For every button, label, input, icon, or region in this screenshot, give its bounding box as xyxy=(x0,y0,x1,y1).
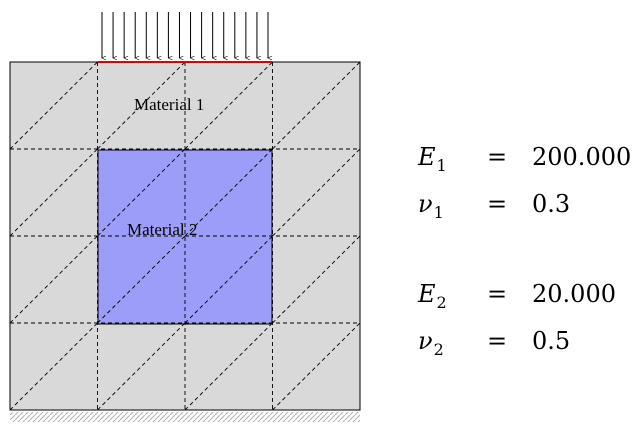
fixed-support-hatch xyxy=(10,412,360,422)
equals-sign: = xyxy=(486,189,508,218)
property-row-nu1: ν1 = 0.3 xyxy=(418,180,631,227)
value-e2: 20.000 xyxy=(532,279,616,308)
value-e1: 200.000 xyxy=(532,142,632,171)
property-row-nu2: ν2 = 0.5 xyxy=(418,317,631,364)
value-nu1: 0.3 xyxy=(532,189,571,218)
symbol-nu1: ν1 xyxy=(418,189,444,222)
equals-sign: = xyxy=(486,326,508,355)
equals-sign: = xyxy=(486,279,508,308)
symbol-nu2: ν2 xyxy=(418,326,444,359)
fem-mesh-diagram: Material 1 Material 2 xyxy=(9,12,361,422)
material-1-label: Material 1 xyxy=(134,95,204,114)
value-nu2: 0.5 xyxy=(532,326,571,355)
mesh-lines xyxy=(10,62,360,410)
symbol-e2: E2 xyxy=(418,279,447,312)
material-properties: E1 = 200.000 ν1 = 0.3 E2 = 20.000 ν2 = 0… xyxy=(418,133,631,364)
distributed-load xyxy=(102,12,268,58)
material-2-label: Material 2 xyxy=(127,220,197,239)
property-row-e1: E1 = 200.000 xyxy=(418,133,631,180)
property-row-e2: E2 = 20.000 xyxy=(418,270,631,317)
equals-sign: = xyxy=(486,142,508,171)
symbol-e1: E1 xyxy=(418,142,447,175)
